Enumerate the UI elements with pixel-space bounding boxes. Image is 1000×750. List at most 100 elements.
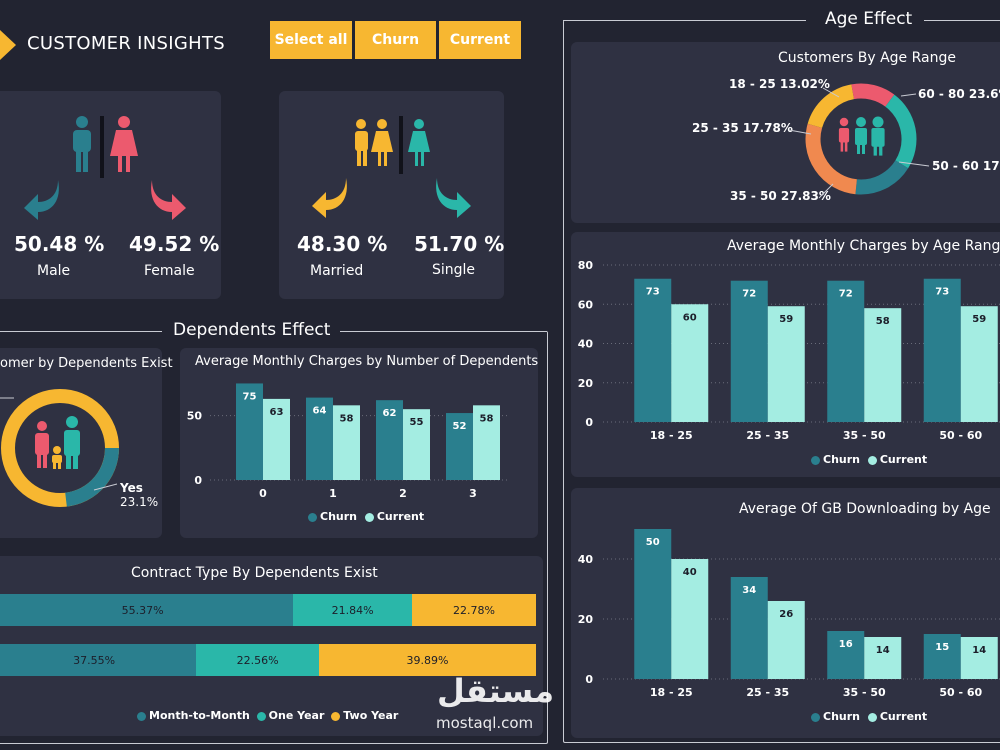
age-donut-leader [900, 93, 917, 97]
bar-value-label: 58 [340, 413, 354, 424]
age-donut-chart: 18 - 25 13.02% 60 - 80 23.6% 50 - 60 17.7 3… [692, 77, 1000, 203]
bar-value-label: 75 [243, 391, 257, 402]
y-tick-label: 80 [578, 259, 594, 272]
bar-value-label: 14 [972, 645, 986, 656]
bar-churn [634, 529, 672, 679]
x-tick-label: 1 [329, 487, 337, 500]
male-female-icon [73, 116, 138, 178]
bar-value-label: 64 [313, 406, 327, 417]
charges-age-chart: 0 20 40 60 80 73 60 18 - 25 72 59 25 - 35 72 58 35 - … [578, 259, 1000, 442]
bar-value-label: 59 [972, 314, 986, 325]
legend-m2m-dot [137, 711, 146, 721]
legend-churn-dot [811, 455, 820, 465]
y-tick-label: 40 [578, 338, 594, 351]
age-frame-line-right [924, 20, 1000, 21]
bar-churn [446, 413, 473, 480]
married-label: Married [310, 263, 364, 279]
age-donut-label: 25 - 35 17.78% [692, 121, 793, 135]
y-tick-label: 0 [585, 416, 593, 429]
filter-current-button[interactable]: Current [439, 21, 521, 59]
age-donut-slice [807, 84, 855, 129]
bar-current [671, 304, 709, 422]
bar-value-label: 52 [453, 421, 467, 432]
legend-churn-dot [308, 512, 317, 522]
age-donut-slice [805, 123, 858, 195]
age-donut-label: 60 - 80 23.6% [918, 87, 1000, 101]
bar-current [864, 308, 902, 422]
bar-value-label: 58 [480, 413, 494, 424]
bar-value-label: 40 [683, 567, 697, 578]
bar-current [767, 601, 805, 679]
donut-yes-slice [1, 389, 119, 507]
age-donut-slice [851, 83, 895, 107]
age-donut-label: 50 - 60 17.7 [932, 159, 1000, 173]
x-tick-label: 35 - 50 [843, 429, 886, 442]
family-icon [838, 116, 885, 156]
bar-value-label: 14 [876, 645, 890, 656]
filter-churn-button[interactable]: Churn [355, 21, 436, 59]
bar-current [333, 405, 360, 480]
female-label: Female [144, 263, 195, 279]
age-donut-slice [885, 94, 917, 169]
single-arrow-icon [436, 178, 471, 218]
gender-card [0, 91, 221, 299]
x-tick-label: 35 - 50 [843, 686, 886, 699]
bar-current [767, 306, 805, 422]
bar-churn [306, 397, 333, 480]
age-donut-leader [788, 129, 812, 135]
dependents-section-title: Dependents Effect [163, 320, 341, 340]
bar-value-label: 59 [779, 314, 793, 325]
married-single-icon [355, 116, 430, 174]
age-donut-leader [818, 183, 834, 199]
y-tick-label: 50 [187, 410, 203, 423]
bar-value-label: 72 [839, 289, 853, 300]
bar-value-label: 62 [383, 408, 397, 419]
legend-current-label: Current [376, 510, 425, 523]
legend-current-dot [867, 712, 877, 722]
y-tick-label: 20 [578, 377, 594, 390]
age-donut-label: 18 - 25 13.02% [729, 77, 830, 91]
y-tick-label: 20 [578, 613, 594, 626]
bar-churn [730, 577, 768, 679]
legend-current-dot [867, 455, 877, 465]
bar-churn [730, 280, 768, 422]
bar-current [960, 306, 998, 422]
watermark-arabic: مستقل [437, 672, 555, 710]
charges-dependents-title: Average Monthly Charges by Number of Dep… [195, 354, 539, 369]
legend-churn-label: Churn [823, 710, 860, 723]
contract-segment: 37.55% [0, 644, 197, 676]
bar-churn [923, 278, 961, 422]
legend-m2m-label: Month-to-Month [149, 709, 250, 722]
legend-churn-label: Churn [823, 453, 860, 466]
y-tick-label: 60 [578, 298, 594, 311]
bar-value-label: 16 [839, 639, 853, 650]
charges-age-legend: Churn Current [811, 453, 927, 466]
x-tick-label: 25 - 35 [746, 429, 789, 442]
charges-dependents-chart: 0 50 75 63 0 64 58 1 62 55 2 52 58 3 [187, 383, 508, 500]
dependents-donut-title: omer by Dependents Exist [0, 356, 173, 371]
dependents-donut-chart [0, 389, 119, 507]
donut-yes-label: Yes [120, 481, 143, 495]
page-title: CUSTOMER INSIGHTS [27, 33, 225, 54]
x-tick-label: 25 - 35 [746, 686, 789, 699]
legend-oneyear-dot [256, 711, 266, 721]
age-donut-card [571, 42, 1000, 223]
male-label: Male [37, 263, 71, 279]
family-icon [35, 416, 80, 469]
legend-oneyear-label: One Year [268, 709, 325, 722]
bar-current [473, 405, 500, 480]
contract-title: Contract Type By Dependents Exist [131, 565, 378, 581]
dependents-frame-line-left [0, 331, 162, 332]
charges-age-title: Average Monthly Charges by Age Range [727, 238, 1000, 254]
age-frame [563, 20, 1000, 743]
bar-churn [923, 634, 961, 679]
filter-select-all-button[interactable]: Select all [270, 21, 352, 59]
female-arrow-icon [151, 180, 186, 220]
charges-dependents-legend: Churn Current [308, 510, 424, 523]
marital-card [279, 91, 504, 299]
bar-churn [376, 400, 403, 480]
bar-value-label: 50 [646, 537, 660, 548]
x-tick-label: 0 [259, 487, 267, 500]
age-section-title: Age Effect [815, 9, 923, 29]
bar-current [864, 637, 902, 679]
